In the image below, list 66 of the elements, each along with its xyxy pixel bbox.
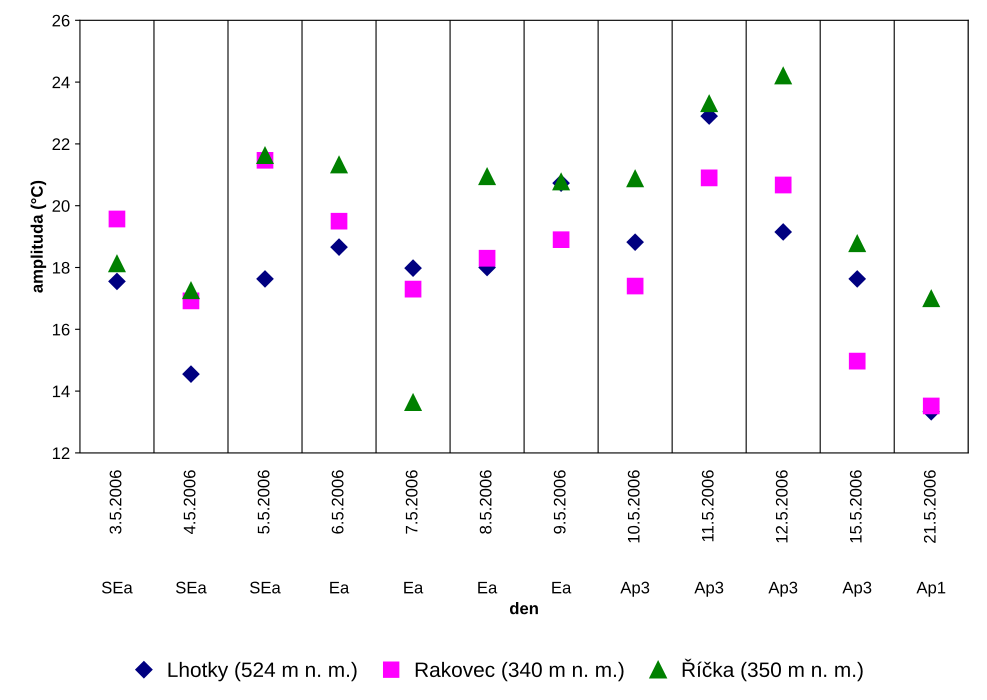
text: Ea — [330, 582, 350, 594]
point — [700, 170, 718, 186]
y-tick-label: 22 — [52, 138, 70, 150]
text: Ea — [404, 582, 424, 594]
point — [256, 146, 274, 164]
point — [922, 289, 940, 308]
point — [330, 238, 348, 256]
point — [552, 231, 570, 248]
point — [108, 210, 126, 228]
x-tick-label: 10.5.2006 — [628, 470, 640, 542]
y-tick-label: 18 — [52, 262, 70, 274]
x-tick-label: 9.5.2006 — [554, 470, 566, 534]
point — [700, 94, 718, 112]
text: Ea — [552, 582, 572, 594]
text: Ap3 — [768, 582, 798, 597]
x-tick-label: 11.5.2006 — [702, 470, 714, 542]
y-tick-label: 26 — [52, 14, 70, 27]
legend-label: Lhotky (524 m n. m.) — [168, 662, 357, 682]
y-tick-label: 24 — [52, 76, 70, 88]
point — [404, 280, 422, 298]
point — [330, 212, 348, 230]
legend-label: Říčka (350 m n. m.) — [682, 658, 863, 682]
text: Ap3 — [694, 582, 724, 597]
point — [404, 259, 422, 277]
point — [774, 176, 792, 194]
point — [108, 254, 126, 272]
y-tick-label: 16 — [52, 324, 70, 336]
point — [626, 169, 644, 188]
point — [330, 155, 348, 174]
point — [626, 278, 644, 294]
legend-label: Rakovec (340 m n. m.) — [416, 662, 624, 682]
x-tick-label: 7.5.2006 — [406, 470, 418, 534]
x-tick-label: 6.5.2006 — [332, 470, 344, 534]
x-tick-label: 15.5.2006 — [850, 470, 862, 542]
x-tick-label: 3.5.2006 — [110, 470, 122, 534]
x-axis-title: den — [510, 602, 538, 614]
text: Ap1 — [916, 582, 946, 597]
x-tick-label: 12.5.2006 — [776, 470, 788, 542]
text: Ea — [478, 582, 498, 594]
y-tick-label: 14 — [52, 386, 70, 398]
point — [478, 167, 496, 186]
x-tick-label: 4.5.2006 — [184, 470, 196, 534]
y-tick-label: 20 — [52, 200, 70, 212]
point — [182, 281, 200, 300]
point — [922, 398, 940, 414]
point — [108, 272, 126, 290]
point — [774, 223, 792, 241]
point — [774, 66, 792, 84]
point — [404, 392, 422, 411]
point — [848, 352, 866, 370]
x-tick-label: 5.5.2006 — [258, 470, 270, 534]
y-axis-title: amplituda (°C) — [30, 180, 46, 293]
point — [478, 250, 496, 267]
text: Ap3 — [842, 582, 872, 597]
text: SEa — [250, 582, 281, 594]
point — [848, 270, 866, 288]
text: SEa — [102, 582, 133, 594]
x-tick-label: 8.5.2006 — [480, 470, 492, 534]
point — [626, 233, 644, 251]
point — [848, 234, 866, 252]
text: SEa — [176, 582, 207, 594]
x-tick-label: 21.5.2006 — [924, 470, 936, 543]
y-tick-label: 12 — [52, 447, 70, 459]
point — [182, 365, 200, 383]
point — [256, 270, 274, 288]
text: Ap3 — [620, 582, 650, 597]
